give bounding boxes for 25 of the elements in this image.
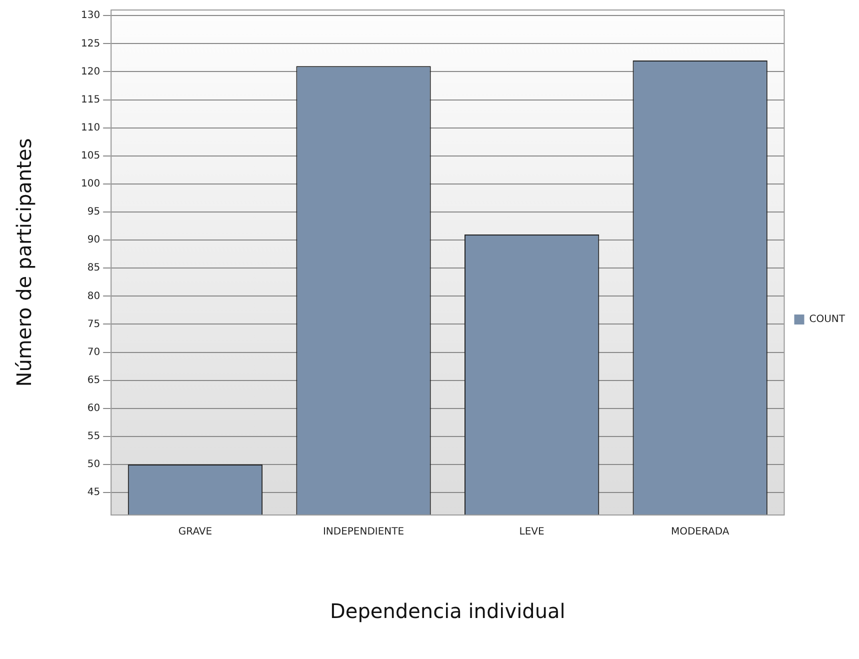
y-axis-title: Número de participantes xyxy=(12,138,36,387)
y-tick-label: 45 xyxy=(87,487,100,498)
y-tick-label: 130 xyxy=(80,10,100,22)
y-tick-label: 105 xyxy=(80,150,100,162)
y-tick-label: 70 xyxy=(87,346,100,358)
y-tick-label: 110 xyxy=(80,122,100,134)
y-tick-label: 55 xyxy=(87,431,100,442)
x-tick-label: INDEPENDIENTE xyxy=(322,526,404,538)
x-tick-label: LEVE xyxy=(519,526,544,538)
x-tick-label: GRAVE xyxy=(178,526,212,538)
y-tick-label: 125 xyxy=(80,38,100,50)
y-tick-label: 80 xyxy=(87,290,100,302)
y-tick-label: 85 xyxy=(87,262,100,274)
y-tick-label: 120 xyxy=(80,66,100,78)
y-tick-label: 95 xyxy=(87,206,100,218)
y-tick-label: 60 xyxy=(87,402,100,414)
y-tick-label: 115 xyxy=(80,94,100,106)
y-tick-label: 50 xyxy=(87,459,100,470)
x-axis-title: Dependencia individual xyxy=(330,599,566,624)
y-tick-label: 65 xyxy=(87,374,100,386)
y-tick-label: 100 xyxy=(80,178,100,190)
legend-label: COUNT xyxy=(809,314,846,326)
y-tick-label: 75 xyxy=(87,318,100,330)
y-tick-label: 90 xyxy=(87,234,100,246)
x-tick-label: MODERADA xyxy=(670,526,730,538)
